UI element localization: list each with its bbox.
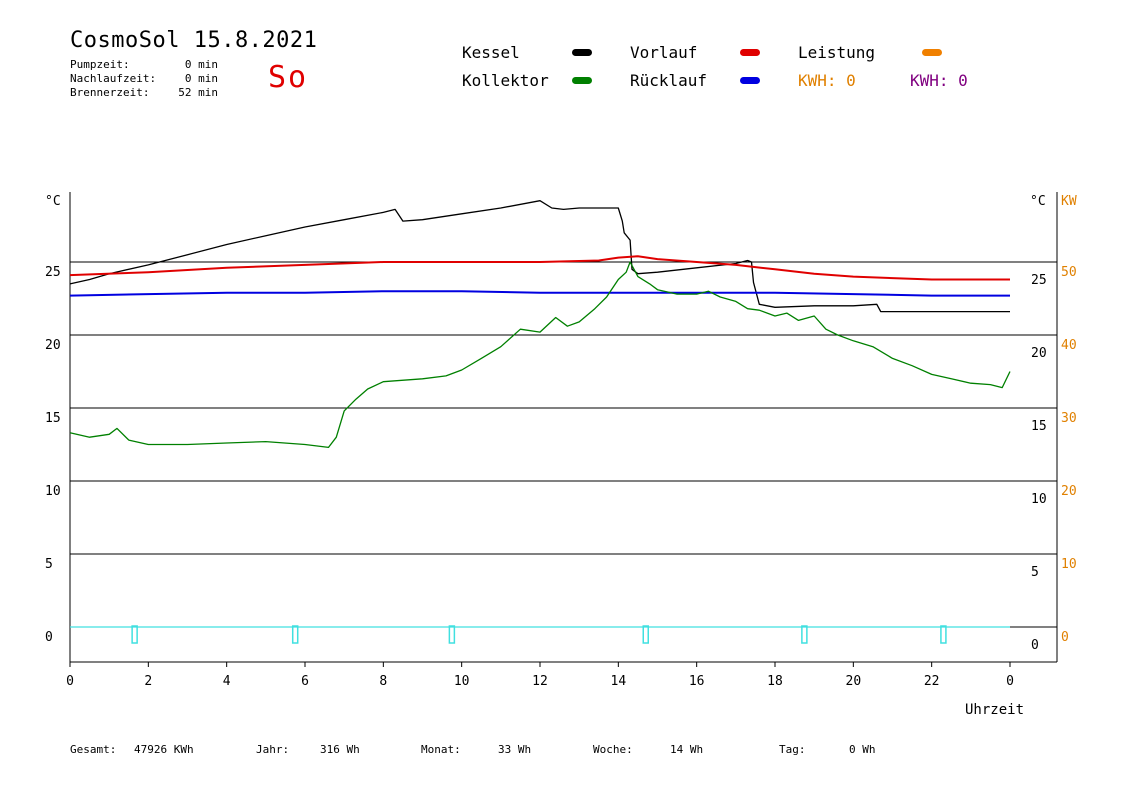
footer-monat-label: Monat: [421,743,461,756]
y2-tick-15: 30 [1061,411,1077,426]
footer-gesamt-label: Gesamt: [70,743,117,756]
burner-marker-3 [642,625,649,644]
y-tick-left-10: 10 [45,484,61,499]
info-value-pumpzeit: 0 min [184,58,218,71]
weekday-indicator: So [268,60,309,95]
legend-swatch-ruecklauf [740,77,760,84]
legend-label-ruecklauf: Rücklauf [630,71,708,90]
y-tick-left-20: 20 [45,338,61,353]
x-axis-label: Uhrzeit [965,702,1024,718]
x-tick-0: 0 [66,674,74,689]
footer-gesamt-value: 47926 KWh [134,743,194,756]
y2-tick-20: 40 [1061,338,1077,353]
footer-monat-value: 33 Wh [498,743,532,756]
y2-tick-0: 0 [1061,630,1069,645]
x-tick-5: 10 [454,674,470,689]
y-tick-right-25: 25 [1031,273,1047,288]
legend-label-kollektor: Kollektor [462,71,549,90]
burner-marker-5 [940,625,947,644]
y2-tick-25: 50 [1061,265,1077,280]
gridlines [70,261,1057,628]
info-value-nachlaufzeit: 0 min [184,72,218,85]
info-value-brennerzeit: 52 min [178,86,218,99]
legend-kwh-purple: KWH: 0 [910,71,968,90]
y-axis-label-right-temp: °C [1030,194,1046,209]
info-label-pumpzeit: Pumpzeit: [70,58,130,71]
axis-ticks: 0 0 0 5 5 10 10 10 20 15 15 30 20 20 40 25 25 50 0 2 4 6 8 10 12… [45,265,1077,689]
y-tick-right-5: 5 [1031,565,1039,580]
x-tick-10: 20 [846,674,862,689]
footer-jahr-value: 316 Wh [320,743,360,756]
y-tick-right-15: 15 [1031,419,1047,434]
legend-swatch-kollektor [572,77,592,84]
y2-tick-10: 20 [1061,484,1077,499]
y-tick-left-25: 25 [45,265,61,280]
legend-swatch-kessel [572,49,592,56]
footer-tag-label: Tag: [779,743,806,756]
y-tick-left-0: 0 [45,630,53,645]
page-title: CosmoSol 15.8.2021 [70,28,318,53]
y-tick-left-5: 5 [45,557,53,572]
y-tick-right-0: 0 [1031,638,1039,653]
info-label-nachlaufzeit: Nachlaufzeit: [70,72,157,85]
info-label-brennerzeit: Brennerzeit: [70,86,150,99]
series-line-vorlauf [69,255,1010,281]
series-line-kollektor [69,261,1011,449]
legend-swatch-vorlauf [740,49,760,56]
x-tick-11: 22 [924,674,940,689]
legend-swatch-leistung [922,49,942,56]
y-tick-left-15: 15 [45,411,61,426]
series-line-ruecklauf [69,290,1010,297]
x-tick-6: 12 [532,674,548,689]
x-tick-7: 14 [611,674,627,689]
burner-marker-0 [131,625,138,644]
y-tick-right-10: 10 [1031,492,1047,507]
burner-marker-2 [448,625,456,644]
footer-woche-value: 14 Wh [670,743,704,756]
x-tick-2: 4 [223,674,231,689]
x-tick-3: 6 [301,674,309,689]
footer-woche-label: Woche: [593,743,633,756]
x-tick-9: 18 [767,674,783,689]
y-tick-right-20: 20 [1031,346,1047,361]
legend-label-vorlauf: Vorlauf [630,43,698,62]
series-line-kessel [69,200,1010,313]
y-axis-label-left: °C [45,194,61,209]
burner-marker-4 [801,625,808,644]
x-tick-4: 8 [379,674,387,689]
x-tick-1: 2 [144,674,152,689]
y-axis-label-right-power: KW [1061,194,1077,209]
legend-label-kessel: Kessel [462,43,520,62]
legend-kwh-orange: KWH: 0 [798,71,856,90]
footer-jahr-label: Jahr: [256,743,290,756]
x-tick-8: 16 [689,674,705,689]
x-tick-12: 0 [1006,674,1014,689]
burner-markers [131,625,947,644]
series-lines [69,200,1011,628]
y2-tick-5: 10 [1061,557,1077,572]
burner-marker-1 [291,625,299,644]
legend-label-leistung: Leistung [798,43,876,62]
footer-tag-value: 0 Wh [849,743,876,756]
